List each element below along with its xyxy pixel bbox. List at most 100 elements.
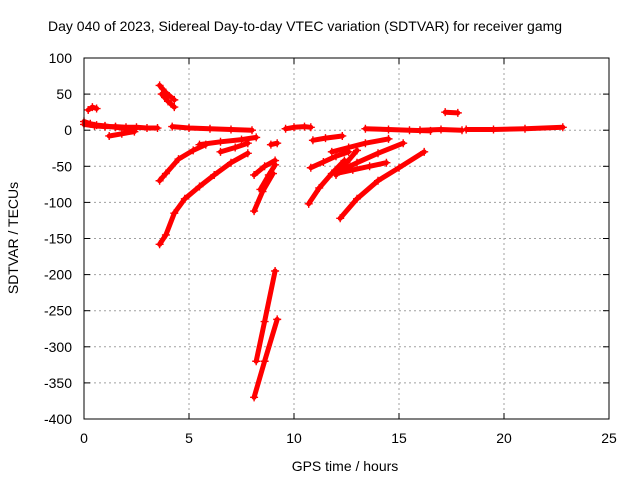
data-point bbox=[319, 157, 328, 166]
y-axis-label: SDTVAR / TECUs bbox=[5, 182, 21, 294]
x-tick-label: 10 bbox=[286, 430, 302, 446]
data-point bbox=[399, 139, 408, 148]
data-point bbox=[489, 125, 498, 134]
data-point bbox=[256, 185, 265, 194]
data-point bbox=[441, 108, 450, 117]
series-trace bbox=[333, 160, 389, 176]
data-point bbox=[157, 90, 166, 99]
series-arc-07 bbox=[168, 122, 256, 135]
data-point bbox=[521, 124, 529, 133]
data-point bbox=[130, 127, 139, 136]
data-point bbox=[180, 194, 189, 203]
x-tick-label: 15 bbox=[391, 430, 407, 446]
data-point bbox=[101, 121, 109, 130]
data-point bbox=[252, 357, 261, 366]
y-tick-label: -50 bbox=[52, 158, 72, 174]
data-point bbox=[405, 126, 414, 135]
data-point bbox=[384, 125, 393, 134]
data-point bbox=[189, 146, 198, 155]
data-point bbox=[88, 103, 97, 112]
data-point bbox=[266, 140, 275, 149]
data-point bbox=[195, 182, 204, 191]
series-arc-20 bbox=[306, 147, 353, 172]
data-point bbox=[558, 123, 567, 132]
data-point bbox=[105, 131, 114, 140]
data-point bbox=[161, 169, 170, 178]
data-point bbox=[168, 122, 177, 131]
series-trace bbox=[157, 150, 251, 247]
data-point bbox=[117, 129, 126, 138]
data-point bbox=[437, 125, 445, 134]
data-point bbox=[332, 170, 340, 179]
data-point bbox=[260, 162, 269, 171]
data-point bbox=[185, 124, 193, 133]
data-point bbox=[153, 124, 162, 133]
data-point bbox=[195, 140, 204, 149]
data-point bbox=[273, 315, 282, 324]
x-axis-label: GPS time / hours bbox=[292, 458, 399, 474]
data-point bbox=[315, 183, 324, 192]
series-arc-16 bbox=[250, 315, 282, 402]
data-point bbox=[260, 317, 269, 326]
y-tick-label: -200 bbox=[44, 267, 72, 283]
y-tick-labels: 100 50 0 -50 -100 -150 -200 -250 -300 -350 -400 bbox=[44, 50, 72, 427]
series-arc-28 bbox=[416, 125, 466, 135]
data-point bbox=[361, 139, 370, 148]
series-arc-25 bbox=[327, 134, 393, 156]
series-arc-11 bbox=[216, 139, 252, 156]
data-point bbox=[344, 143, 353, 152]
series-arc-06 bbox=[157, 90, 179, 112]
series-trace bbox=[308, 149, 352, 171]
data-point bbox=[332, 152, 340, 161]
y-tick-label: 50 bbox=[56, 86, 72, 102]
series-arc-08 bbox=[155, 140, 210, 185]
data-point bbox=[374, 176, 382, 185]
data-point bbox=[231, 143, 240, 152]
series-arc-24 bbox=[338, 139, 408, 174]
data-point bbox=[395, 163, 403, 172]
series-trace bbox=[306, 158, 347, 207]
data-point bbox=[300, 122, 309, 131]
series-arc-21 bbox=[308, 131, 347, 145]
y-tick-label: 100 bbox=[49, 50, 73, 66]
series-arc-13 bbox=[256, 160, 280, 194]
data-point bbox=[250, 170, 259, 179]
series-arc-19 bbox=[304, 156, 349, 208]
data-point bbox=[243, 139, 252, 148]
data-point bbox=[308, 136, 317, 145]
series-arc-15 bbox=[252, 266, 280, 366]
series-trace bbox=[329, 136, 391, 155]
y-tick-label: -150 bbox=[44, 231, 72, 247]
data-point bbox=[227, 125, 235, 134]
data-point bbox=[338, 131, 347, 140]
tick-marks bbox=[83, 57, 610, 420]
data-point bbox=[143, 124, 151, 133]
y-tick-label: -400 bbox=[44, 411, 72, 427]
series-arc-17 bbox=[266, 139, 282, 149]
data-point bbox=[453, 108, 462, 117]
y-tick-label: -100 bbox=[44, 194, 72, 210]
data-point bbox=[264, 170, 273, 179]
series-arc-10 bbox=[195, 133, 261, 149]
data-point bbox=[281, 124, 290, 133]
x-tick-label: 5 bbox=[185, 430, 193, 446]
series-arc-14 bbox=[250, 156, 280, 179]
data-point bbox=[416, 126, 424, 135]
data-point bbox=[216, 137, 225, 146]
data-point bbox=[304, 199, 313, 208]
data-point bbox=[271, 266, 280, 275]
data-point bbox=[170, 103, 179, 112]
series-arc-26 bbox=[336, 147, 429, 223]
data-point bbox=[250, 393, 259, 402]
data-point bbox=[374, 149, 382, 158]
data-point bbox=[271, 156, 280, 165]
data-point bbox=[155, 81, 164, 90]
series-arc-04 bbox=[105, 127, 139, 140]
y-tick-label: 0 bbox=[64, 122, 72, 138]
series-arc-18 bbox=[281, 122, 315, 133]
data-point bbox=[170, 95, 179, 104]
series-arc-05 bbox=[155, 81, 179, 104]
data-point bbox=[174, 155, 183, 164]
x-tick-label: 0 bbox=[80, 430, 88, 446]
series-trace bbox=[339, 140, 406, 173]
